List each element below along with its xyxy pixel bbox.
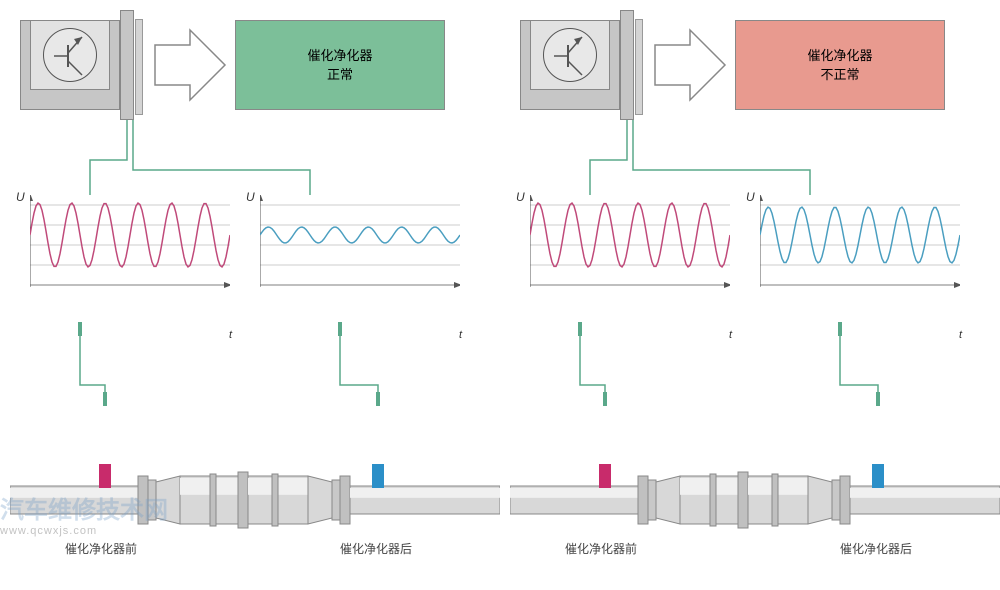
status-state: 正常 — [327, 67, 353, 82]
status-normal: 催化净化器 正常 — [235, 20, 445, 110]
label-rear: 催化净化器后 — [840, 540, 912, 557]
sensor-rear-marker — [872, 464, 884, 488]
waveform-rear: U t — [760, 195, 960, 325]
panel-normal: 催化净化器 正常 U t U t 催化净化器前 催化净化器后 — [10, 0, 500, 590]
exhaust-pipe: 催化净化器前 催化净化器后 — [510, 430, 1000, 560]
waveform-front: U t — [530, 195, 730, 325]
waveform-rear: U t — [260, 195, 460, 325]
ecu-transistor-icon — [543, 28, 597, 82]
sensor-front-marker — [599, 464, 611, 488]
panel-abnormal: 催化净化器 不正常 U t U t 催化净化器前 催化净化器后 — [510, 0, 1000, 590]
axis-u: U — [16, 190, 25, 204]
exhaust-pipe: 催化净化器前 催化净化器后 — [10, 430, 500, 560]
axis-u: U — [516, 190, 525, 204]
axis-u: U — [246, 190, 255, 204]
sensor-rear-marker — [372, 464, 384, 488]
axis-t: t — [229, 329, 232, 341]
label-front: 催化净化器前 — [65, 540, 137, 557]
sensor-front-marker — [99, 464, 111, 488]
ecu-inner — [30, 20, 110, 90]
ecu-module — [520, 10, 640, 120]
axis-t: t — [959, 329, 962, 341]
axis-t: t — [459, 329, 462, 341]
ecu-transistor-icon — [43, 28, 97, 82]
axis-t: t — [729, 329, 732, 341]
axis-u: U — [746, 190, 755, 204]
output-arrow-icon — [650, 20, 730, 110]
waveform-front: U t — [30, 195, 230, 325]
ecu-inner — [530, 20, 610, 90]
output-arrow-icon — [150, 20, 230, 110]
ecu-connector — [620, 10, 634, 120]
status-abnormal: 催化净化器 不正常 — [735, 20, 945, 110]
status-title: 催化净化器 — [307, 48, 372, 63]
status-title: 催化净化器 — [807, 48, 872, 63]
status-state: 不正常 — [820, 67, 859, 82]
ecu-connector — [120, 10, 134, 120]
ecu-module — [20, 10, 140, 120]
label-front: 催化净化器前 — [565, 540, 637, 557]
label-rear: 催化净化器后 — [340, 540, 412, 557]
